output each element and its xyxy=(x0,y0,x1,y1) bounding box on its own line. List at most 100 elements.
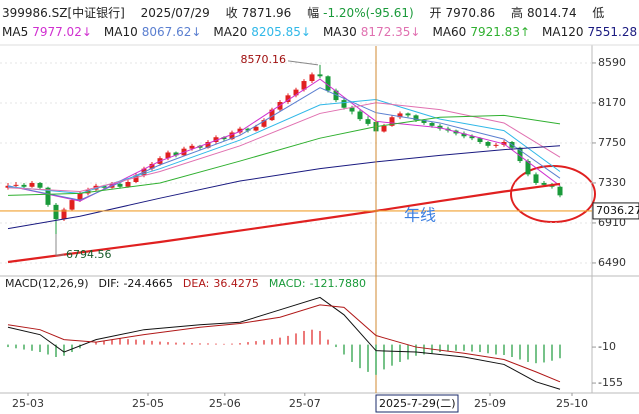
candle-body xyxy=(389,117,395,126)
candle-body xyxy=(261,120,267,127)
macd-legend: -24.4665 xyxy=(123,277,172,290)
candle-body xyxy=(45,187,51,205)
candle-body xyxy=(413,115,419,121)
candle-body xyxy=(325,76,331,91)
change: -1.20%(-95.61) xyxy=(323,6,414,20)
y-tick-label: -155 xyxy=(598,376,623,389)
candle-body xyxy=(493,144,499,146)
candle-body xyxy=(21,184,27,187)
code: 399986.SZ[中证银行] xyxy=(2,6,125,20)
candle-body xyxy=(341,100,347,108)
ref-label-box xyxy=(592,202,639,220)
candle-body xyxy=(213,137,219,142)
legend-value: 7921.83↑ xyxy=(470,25,531,39)
candle-body xyxy=(429,122,435,126)
high: 8014.74 xyxy=(526,6,577,20)
candle-body xyxy=(517,147,523,162)
label: 低 xyxy=(592,6,605,20)
candle-body xyxy=(221,137,227,140)
open: 7970.86 xyxy=(445,6,496,20)
legend-name: MA20 xyxy=(213,25,248,39)
candle-body xyxy=(85,189,91,194)
x-tick-label: 25-06 xyxy=(209,397,241,410)
candle-body xyxy=(461,133,467,137)
line xyxy=(7,102,561,193)
macd-title: MACD(12,26,9) xyxy=(5,277,89,290)
candle-body xyxy=(125,182,131,187)
highlight-circle xyxy=(510,165,596,223)
candle-body xyxy=(173,152,179,156)
y-tick-label: 8170 xyxy=(598,96,626,109)
label: 幅 xyxy=(307,6,320,20)
x-tick-label: 25-09 xyxy=(474,397,506,410)
candle-body xyxy=(477,138,483,142)
line xyxy=(7,145,561,230)
line xyxy=(7,296,561,390)
x-tick-label: 25-03 xyxy=(12,397,44,410)
candle-body xyxy=(317,74,323,77)
ma-legend: MA5 7977.02↓ MA10 8067.62↓ MA20 8205.85↓ MA30 8… xyxy=(2,25,639,39)
candle-body xyxy=(61,209,67,220)
candle-body xyxy=(365,119,371,124)
annotation-arrow xyxy=(287,60,319,66)
candle-body xyxy=(485,142,491,146)
macd-legend: MACD: xyxy=(269,277,306,290)
y-tick-label: 8590 xyxy=(598,56,626,69)
candle-body xyxy=(309,74,315,82)
candle-body xyxy=(53,204,59,220)
legend-value: 7977.02↓ xyxy=(32,25,92,39)
legend-name: MA60 xyxy=(432,25,467,39)
line xyxy=(7,87,561,201)
legend-name: MA120 xyxy=(542,25,584,39)
candle-body xyxy=(397,113,403,118)
candle-body xyxy=(229,132,235,140)
y-tick-label: 7750 xyxy=(598,136,626,149)
y-tick-label: 7330 xyxy=(598,176,626,189)
candle-body xyxy=(525,161,531,175)
legend-value: 8205.85↓ xyxy=(251,25,311,39)
candle-body xyxy=(253,126,259,131)
annotation: 6794.56 xyxy=(66,248,112,261)
candle-body xyxy=(293,89,299,96)
candle-body xyxy=(77,193,83,201)
legend-name: MA10 xyxy=(103,25,138,39)
legend-value: 8067.62↓ xyxy=(141,25,202,39)
crosshair-label: 2025-7-29(二) xyxy=(379,397,456,410)
line xyxy=(7,182,561,264)
candle-body xyxy=(533,174,539,183)
x-tick-label: 25-05 xyxy=(132,397,164,410)
label: 开 xyxy=(429,6,442,20)
line xyxy=(7,78,561,202)
legend-value: 8172.35↓ xyxy=(360,25,421,39)
candle-body xyxy=(285,95,291,102)
legend-name: MA5 xyxy=(2,25,29,39)
candle-body xyxy=(29,182,35,187)
line-note: 年线 xyxy=(404,206,436,225)
y-tick-label: -10 xyxy=(598,340,616,353)
quote-header: 399986.SZ[中证银行] 2025/07/29 收 7871.96 幅 -1.… xyxy=(2,4,639,21)
crosshair-label-box xyxy=(375,394,459,413)
macd-legend: 36.4275 xyxy=(213,277,259,290)
candle-body xyxy=(301,81,307,90)
macd-legend: DEA: xyxy=(183,277,209,290)
line xyxy=(7,114,561,196)
candle-body xyxy=(149,163,155,169)
candle-body xyxy=(117,183,123,187)
candle-body xyxy=(237,128,243,133)
candle-body xyxy=(349,107,355,112)
annotation: 8570.16 xyxy=(241,53,287,66)
candle-body xyxy=(37,182,43,188)
date: 2025/07/29 xyxy=(140,6,210,20)
candle-body xyxy=(469,136,475,139)
label: 收 xyxy=(225,6,238,20)
candle-body xyxy=(13,184,19,186)
ref-label: 7036.27 xyxy=(596,204,639,217)
macd-legend: DIF: xyxy=(99,277,120,290)
candle-body xyxy=(189,145,195,149)
candle-body xyxy=(133,175,139,182)
line xyxy=(7,304,561,383)
candle-body xyxy=(69,200,75,210)
candle-body xyxy=(245,128,251,131)
macd-legend: -121.7880 xyxy=(310,277,366,290)
